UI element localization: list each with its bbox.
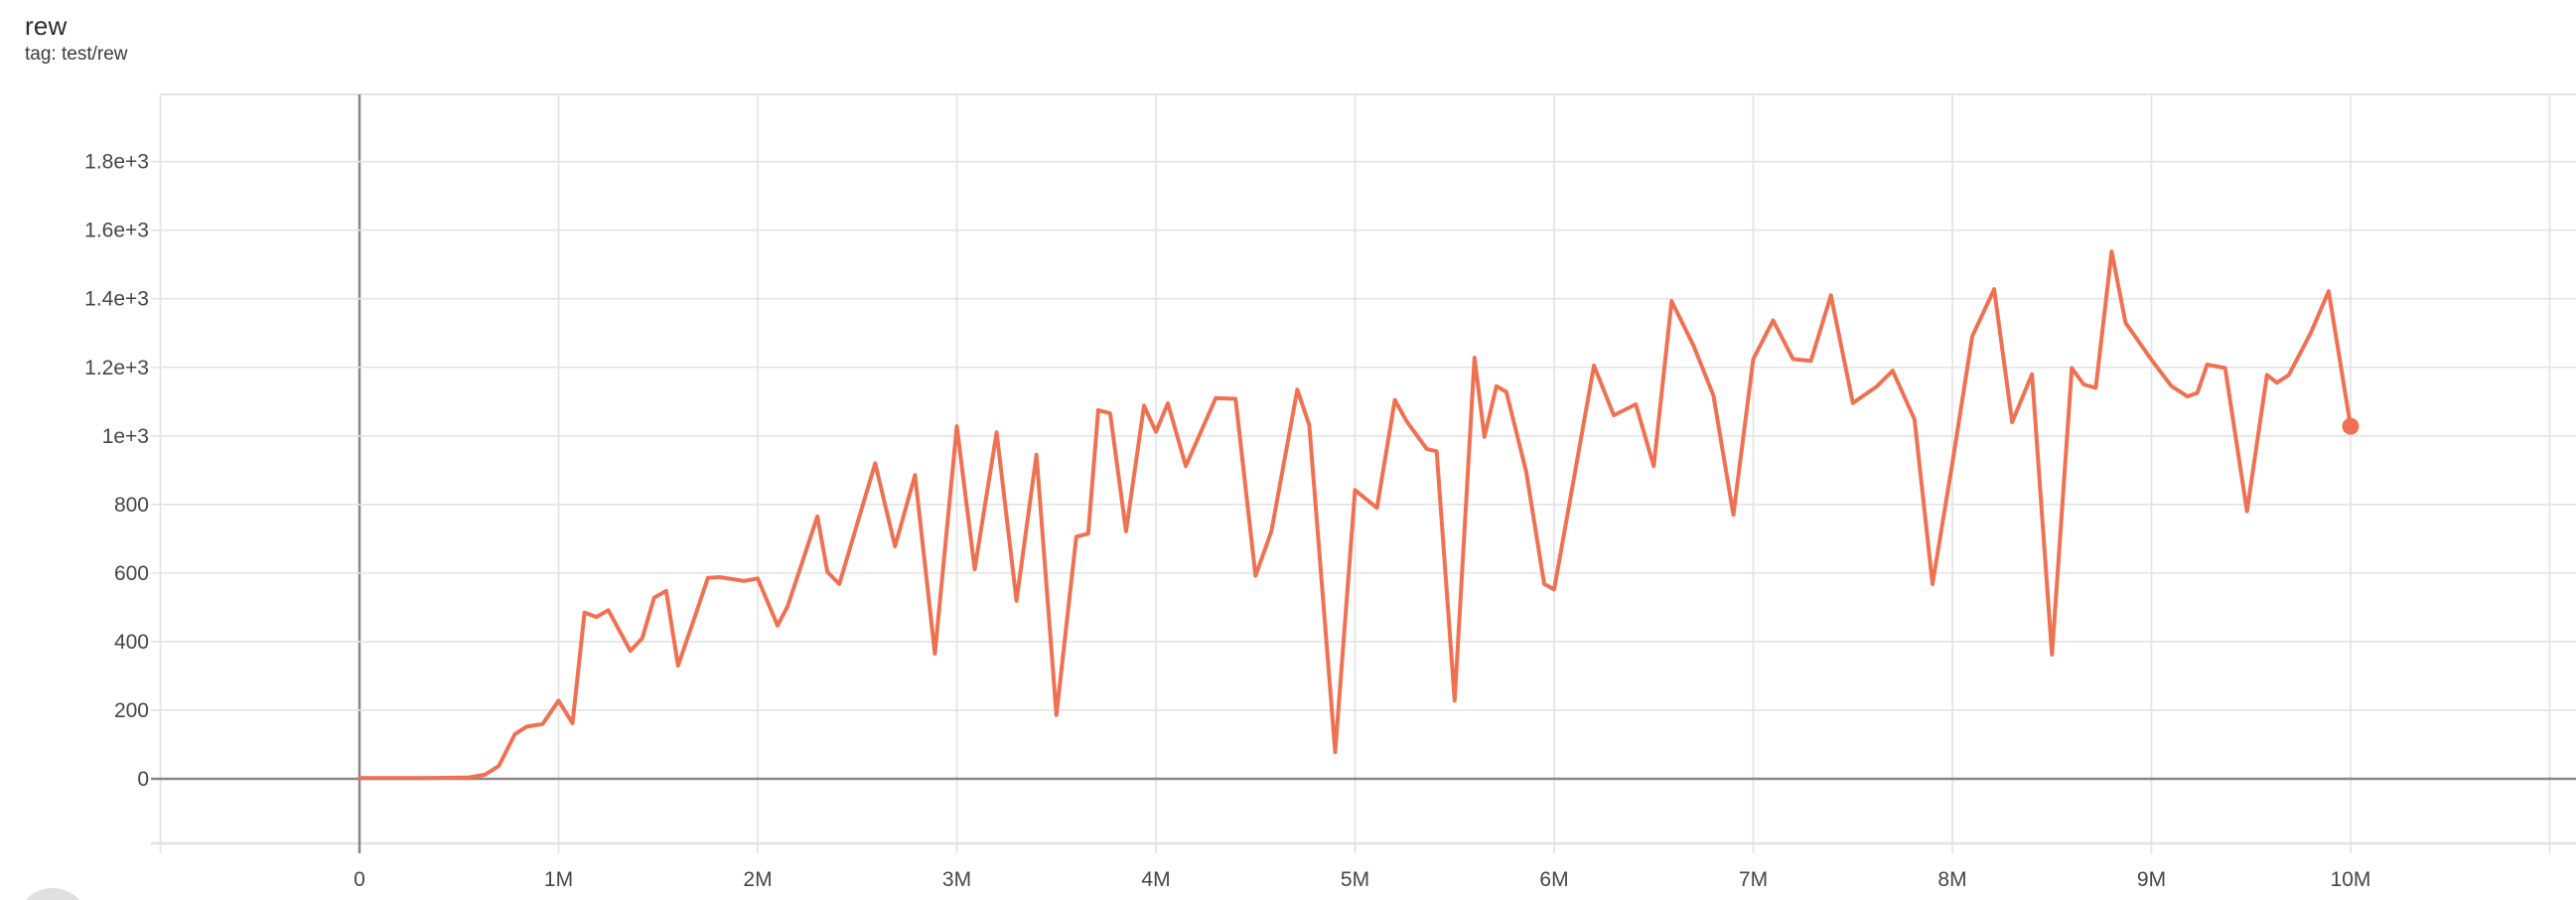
x-tick-label: 2M — [743, 868, 772, 891]
x-tick-label: 7M — [1739, 868, 1768, 891]
x-tick-label: 0 — [354, 868, 365, 891]
y-tick-label: 400 — [114, 631, 149, 654]
y-tick-label: 600 — [114, 562, 149, 585]
chart-header: rew tag: test/rew — [25, 10, 128, 68]
y-tick-label: 1.6e+3 — [84, 220, 149, 242]
y-tick-label: 1.2e+3 — [84, 357, 149, 379]
y-tick-label: 1.4e+3 — [84, 288, 149, 311]
x-tick-label: 9M — [2137, 868, 2166, 891]
x-tick-label: 6M — [1539, 868, 1568, 891]
y-tick-label: 1.8e+3 — [84, 151, 149, 174]
x-tick-label: 1M — [544, 868, 573, 891]
chart-tag-subtitle: tag: test/rew — [25, 44, 128, 65]
x-tick-label: 4M — [1141, 868, 1170, 891]
x-tick-label: 3M — [942, 868, 971, 891]
y-tick-label: 0 — [137, 768, 149, 791]
x-tick-label: 5M — [1341, 868, 1369, 891]
final-point-marker — [2342, 417, 2360, 435]
y-tick-label: 200 — [114, 699, 149, 722]
chart-title: rew — [25, 11, 68, 41]
data-line — [358, 249, 2353, 781]
y-tick-label: 800 — [114, 494, 149, 517]
y-tick-label: 1e+3 — [102, 425, 149, 448]
x-tick-label: 8M — [1937, 868, 1966, 891]
x-tick-label: 10M — [2331, 868, 2371, 891]
